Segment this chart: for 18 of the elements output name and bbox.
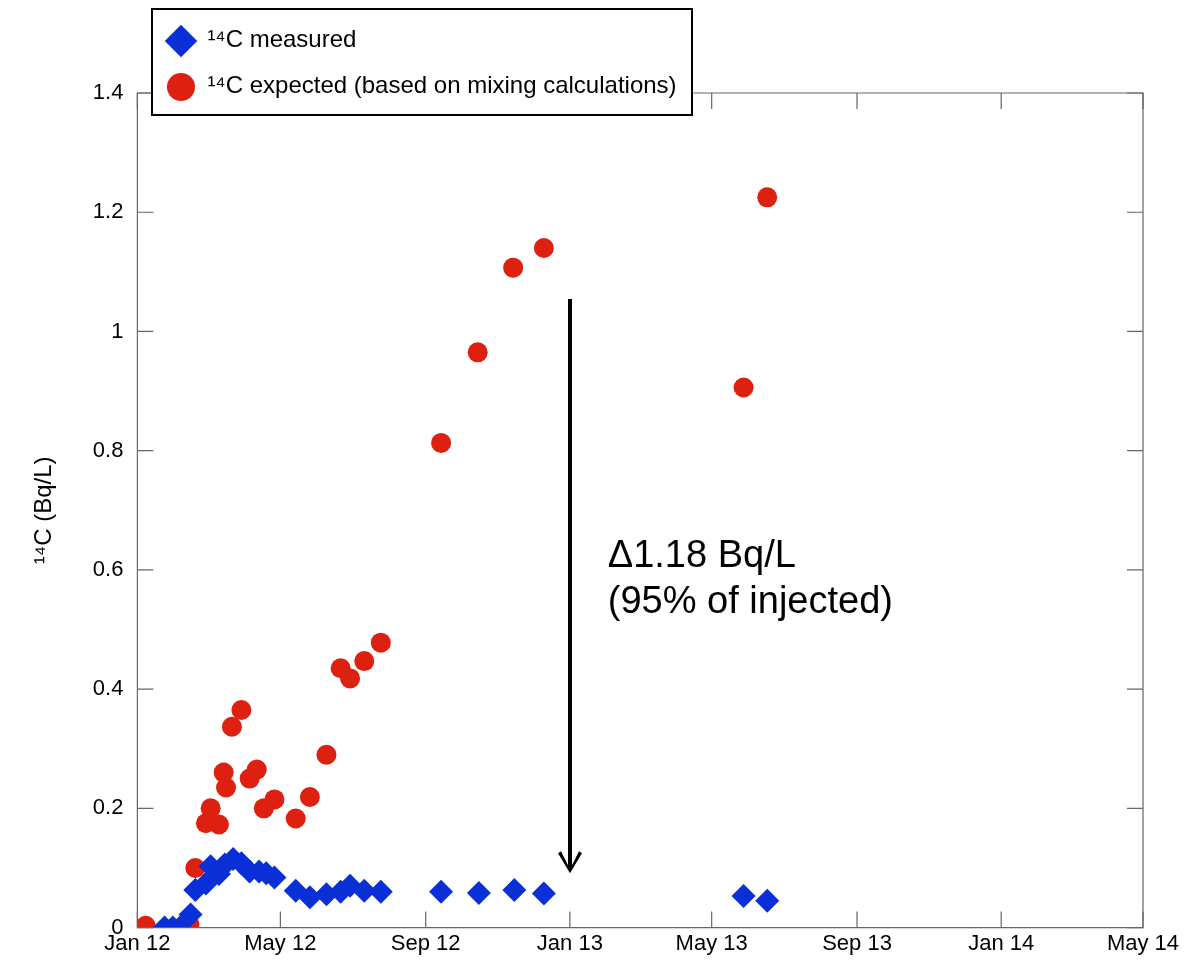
y-tick-label: 1.4 — [92, 79, 124, 105]
legend-label: ¹⁴C expected (based on mixing calculations) — [207, 71, 677, 98]
x-tick-label: Sep 13 — [822, 929, 892, 955]
y-tick-label: 1.2 — [92, 198, 124, 224]
y-tick-label: 0.6 — [92, 555, 124, 581]
x-tick-label: Jan 13 — [536, 929, 603, 955]
x-tick-label: May 12 — [244, 929, 317, 955]
legend-label: ¹⁴C measured — [207, 25, 357, 52]
x-tick-label: Sep 12 — [390, 929, 461, 955]
y-tick-label: 0.4 — [92, 675, 124, 701]
y-axis-title: ¹⁴C (Bq/L) — [29, 456, 57, 565]
y-tick-label: 0.2 — [92, 794, 124, 820]
x-tick-label: May 13 — [675, 929, 748, 955]
y-tick-label: 0.8 — [92, 436, 124, 462]
y-tick-label: 1 — [111, 317, 124, 343]
x-tick-label: Jan 14 — [968, 929, 1035, 955]
x-tick-label: May 14 — [1106, 929, 1180, 955]
annotation: Δ1.18 Bq/L (95% of injected) — [607, 532, 893, 624]
